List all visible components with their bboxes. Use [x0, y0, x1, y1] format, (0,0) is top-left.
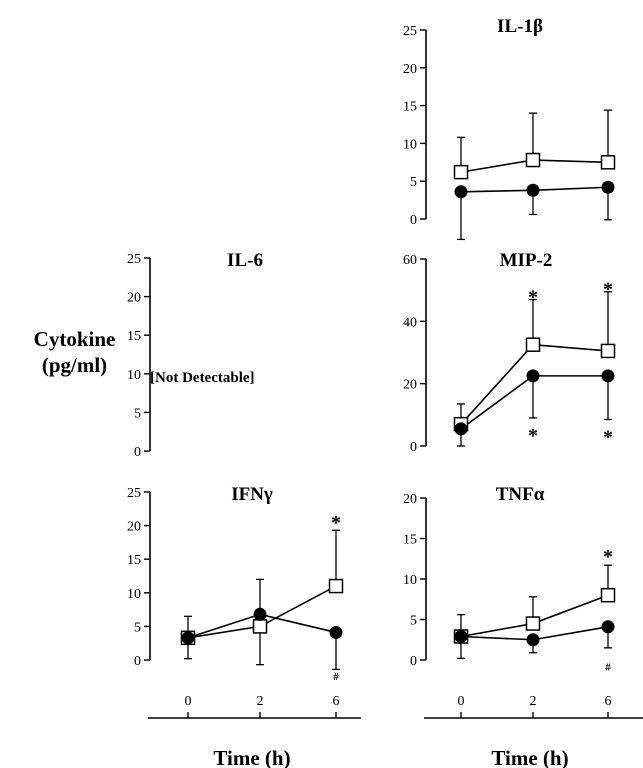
data-point-tnfa-filled-circle-6: [601, 620, 615, 634]
y-tick-label-tnfa-5: 5: [410, 614, 417, 629]
data-point-il1b-open-square-2: [525, 152, 541, 168]
significance-mark-ifng-1: #: [333, 671, 339, 683]
y-tick-label-mip2-60: 60: [403, 253, 417, 268]
data-point-ifng-open-square-2: [252, 619, 268, 634]
data-point-il1b-filled-circle-2: [526, 183, 540, 197]
y-tick-label-il6-25: 25: [127, 252, 141, 267]
y-tick-label-mip2-0: 0: [410, 440, 417, 455]
data-point-il1b-open-square-6: [600, 155, 616, 170]
data-point-mip2-filled-circle-6: [601, 369, 615, 383]
data-point-mip2-open-square-6: [600, 343, 616, 359]
data-point-tnfa-open-square-2: [525, 616, 541, 631]
significance-mark-mip2-0: *: [528, 286, 538, 308]
x-tick-label-0: 0: [185, 694, 192, 709]
panel-title-tnfa: TNFα: [496, 484, 545, 505]
data-point-ifng-filled-circle-0: [181, 631, 195, 645]
y-tick-label-tnfa-10: 10: [403, 573, 417, 588]
y-tick-label-il1b-10: 10: [403, 137, 417, 152]
data-point-mip2-filled-circle-0: [454, 422, 468, 436]
y-tick-label-il6-0: 0: [134, 445, 141, 460]
x-axis-label: Time (h): [491, 746, 568, 768]
y-tick-label-ifng-25: 25: [127, 486, 141, 501]
data-point-mip2-filled-circle-2: [526, 369, 540, 383]
x-axis-right: 0 2 6 Time (h): [424, 694, 643, 768]
y-tick-label-il6-10: 10: [127, 368, 141, 383]
x-tick-label-2: 2: [257, 694, 264, 709]
y-tick-label-mip2-20: 20: [403, 378, 417, 393]
significance-mark-tnfa-1: #: [605, 661, 611, 673]
data-point-il1b-filled-circle-6: [601, 180, 615, 194]
panel-title-il1b: IL-1β: [497, 16, 543, 37]
y-tick-label-il1b-5: 5: [410, 175, 417, 190]
y-tick-label-il6-15: 15: [127, 329, 141, 344]
data-point-mip2-open-square-2: [525, 337, 541, 352]
y-tick-label-tnfa-0: 0: [410, 654, 417, 669]
panel-il6: IL-6 0 5 10 15 20 25: [127, 250, 263, 460]
y-tick-label-ifng-20: 20: [127, 520, 141, 535]
data-point-il1b-filled-circle-0: [454, 185, 468, 199]
y-tick-label-il6-5: 5: [134, 406, 141, 421]
y-tick-label-mip2-40: 40: [403, 315, 417, 330]
data-point-ifng-filled-circle-2: [253, 607, 267, 621]
y-tick-label-il1b-20: 20: [403, 62, 417, 77]
y-tick-label-tnfa-20: 20: [403, 492, 417, 507]
y-tick-label-il1b-25: 25: [403, 24, 417, 39]
significance-mark-tnfa-0: *: [603, 546, 613, 568]
significance-mark-ifng-0: *: [331, 512, 341, 534]
data-point-il1b-open-square-0: [453, 164, 469, 180]
panel-il1b: IL-1β 0 5 10 15 20 25: [403, 16, 616, 241]
series-line-mip2-filled-circle: [460, 375, 608, 430]
x-axis-label: Time (h): [213, 746, 290, 768]
x-axis-left: 0 2 6 Time (h): [148, 694, 361, 768]
y-tick-label-ifng-10: 10: [127, 587, 141, 602]
y-tick-label-il6-20: 20: [127, 291, 141, 306]
panel-title-mip2: MIP-2: [500, 250, 553, 271]
significance-mark-mip2-3: *: [603, 427, 613, 449]
x-tick-label-6: 6: [333, 694, 340, 709]
y-tick-label-il1b-15: 15: [403, 100, 417, 115]
data-point-ifng-open-square-6: [328, 578, 344, 594]
y-tick-label-tnfa-15: 15: [403, 533, 417, 548]
y-tick-label-ifng-5: 5: [134, 620, 141, 635]
data-point-ifng-filled-circle-6: [329, 625, 343, 639]
panel-title-ifng: IFNγ: [231, 484, 273, 505]
significance-mark-mip2-2: *: [528, 425, 538, 447]
x-tick-label-6: 6: [605, 694, 612, 709]
x-tick-label-2: 2: [530, 694, 537, 709]
panel-title-il6: IL-6: [227, 250, 263, 271]
y-tick-label-il1b-0: 0: [410, 213, 417, 228]
significance-mark-mip2-1: *: [603, 278, 613, 300]
y-tick-label-ifng-15: 15: [127, 553, 141, 568]
panel-mip2: MIP-2 0 20 40 60 * * * *: [403, 250, 616, 455]
y-tick-label-ifng-0: 0: [134, 654, 141, 669]
x-tick-label-0: 0: [458, 694, 465, 709]
y-axis-label-line2: (pg/ml): [41, 353, 108, 377]
y-axis-label: Cytokine (pg/ml): [12, 326, 137, 378]
data-point-tnfa-filled-circle-2: [526, 633, 540, 647]
data-point-tnfa-filled-circle-0: [454, 630, 468, 644]
not-detectable-note: [Not Detectable]: [150, 370, 255, 386]
panel-ifng: IFNγ 0 5 10 15 20 25 * #: [127, 484, 344, 683]
y-axis-label-line1: Cytokine: [33, 327, 116, 351]
panel-tnfa: TNFα 0 5 10 15 20 * #: [403, 484, 616, 673]
data-point-tnfa-open-square-6: [600, 587, 616, 603]
